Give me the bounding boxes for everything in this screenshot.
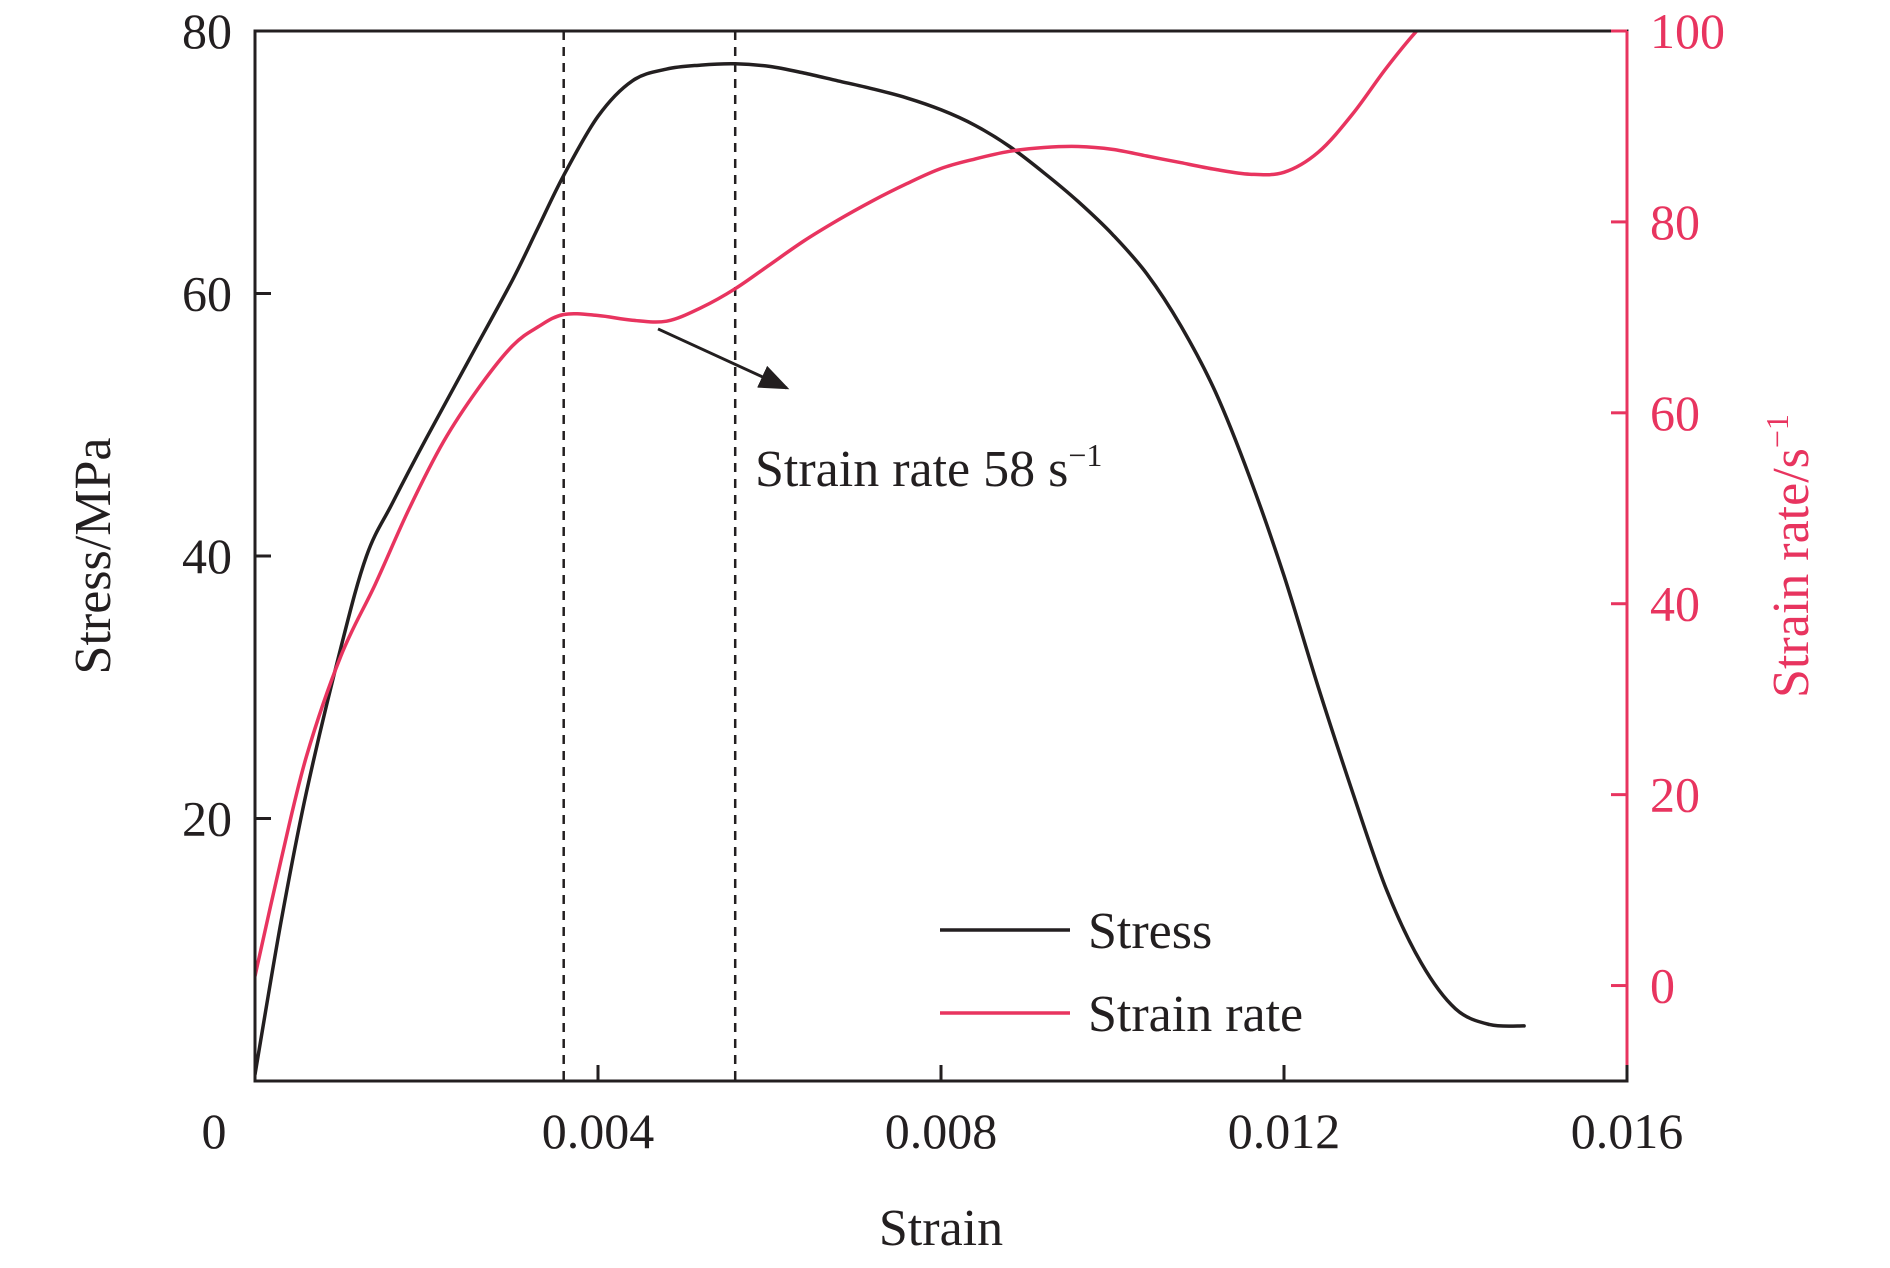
- y2-tick-label: 80: [1650, 194, 1700, 250]
- legend-label-strain-rate: Strain rate: [1088, 986, 1303, 1043]
- x-tick-label: 0.008: [885, 1103, 998, 1159]
- x-axis-ticks: 0.004 0.008 0.012 0.016: [542, 1065, 1684, 1159]
- y-tick-label: 40: [182, 528, 232, 584]
- series-line-strain-rate: [255, 31, 1420, 978]
- series-layer: [255, 31, 1526, 1077]
- annotation-main: Strain rate 58 s: [755, 441, 1068, 498]
- legend-label-stress: Stress: [1088, 903, 1212, 960]
- reference-lines: [562, 31, 737, 1081]
- y2-axis-title-sup: −1: [1759, 414, 1795, 448]
- y2-axis-title-main: Strain rate/s: [1763, 448, 1820, 698]
- x-tick-label: 0.004: [542, 1103, 655, 1159]
- x-axis-title: Strain: [879, 1200, 1003, 1257]
- y-tick-label: 80: [182, 3, 232, 59]
- y2-tick-label: 40: [1650, 576, 1700, 632]
- annotation-arrow: [657, 327, 790, 390]
- y2-tick-label: 60: [1650, 385, 1700, 441]
- y2-axis-ticks: 0 20 40 60 80 100: [1611, 3, 1725, 1014]
- x-origin-label: 0: [202, 1103, 227, 1159]
- series-line-stress: [255, 62, 1526, 1077]
- x-tick-label: 0.016: [1571, 1103, 1684, 1159]
- annotation-sup: −1: [1068, 437, 1102, 473]
- y2-tick-label: 20: [1650, 767, 1700, 823]
- y-tick-label: 20: [182, 791, 232, 847]
- y2-axis-title: Strain rate/s−1: [1759, 414, 1820, 698]
- y2-tick-label: 100: [1650, 3, 1725, 59]
- y-axis-title: Stress/MPa: [65, 438, 122, 675]
- annotation-text: Strain rate 58 s−1: [755, 437, 1102, 498]
- y2-tick-label: 0: [1650, 958, 1675, 1014]
- x-tick-label: 0.012: [1228, 1103, 1341, 1159]
- legend: Stress Strain rate: [940, 903, 1303, 1043]
- y-axis-ticks: 20 40 60 80: [182, 3, 271, 847]
- plot-frame: [253, 29, 1629, 1083]
- y-tick-label: 60: [182, 266, 232, 322]
